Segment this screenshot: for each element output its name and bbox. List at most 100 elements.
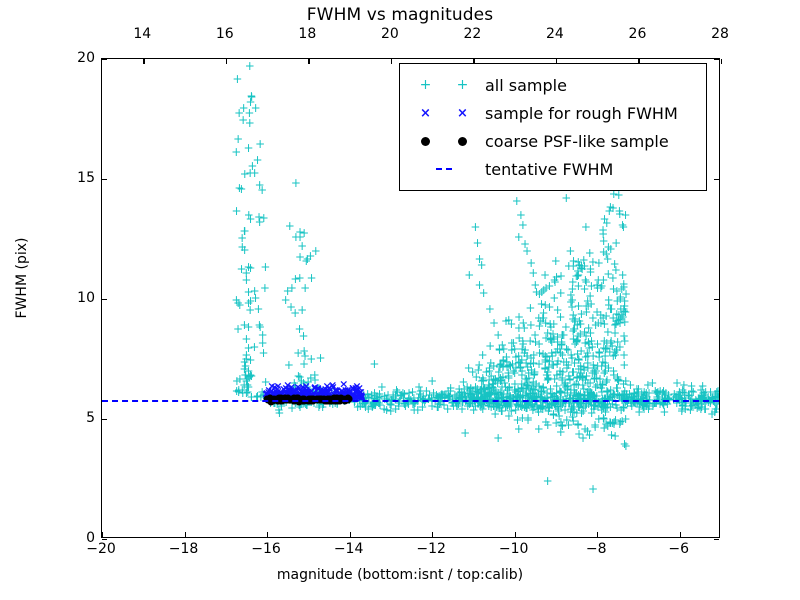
data-point-all: +: [600, 355, 611, 370]
data-point-all: +: [346, 388, 357, 403]
data-point-all: +: [393, 395, 404, 410]
data-point-all: +: [537, 401, 548, 416]
data-point-all: +: [583, 320, 594, 335]
data-point-all: +: [249, 283, 260, 298]
data-point-all: +: [587, 365, 598, 380]
data-point-rough: ×: [336, 387, 346, 401]
data-point-rough: ×: [308, 390, 317, 401]
data-point-all: +: [234, 298, 245, 313]
data-point-all: +: [534, 346, 545, 361]
data-point-all: +: [600, 358, 611, 373]
data-point-all: +: [285, 300, 297, 315]
data-point-all: +: [540, 415, 551, 430]
data-point-rough: ×: [322, 386, 332, 400]
x-tick-label-bottom: −8: [585, 541, 607, 557]
data-point-all: +: [540, 399, 551, 414]
data-point-rough: ×: [267, 384, 277, 398]
data-point-all: +: [655, 384, 666, 399]
data-point-all: +: [616, 308, 627, 323]
data-point-all: +: [466, 390, 477, 405]
data-point-all: +: [453, 392, 464, 407]
legend-entry[interactable]: × × sample for rough FWHM: [407, 99, 697, 127]
data-point-all: +: [239, 318, 250, 333]
data-point-all: +: [568, 364, 579, 379]
data-point-all: +: [537, 311, 548, 326]
data-point-all: +: [608, 311, 619, 326]
legend-entry[interactable]: coarse PSF-like sample: [407, 127, 697, 155]
data-point-all: +: [528, 382, 539, 397]
data-point-all: +: [470, 380, 481, 395]
data-point-all: +: [712, 397, 719, 412]
data-point-all: +: [572, 370, 583, 385]
data-point-all: +: [497, 389, 508, 404]
data-point-all: +: [489, 316, 500, 330]
data-point-all: +: [501, 390, 513, 405]
data-point-all: +: [548, 407, 559, 422]
x-tick-label-bottom: −18: [168, 541, 199, 557]
data-point-all: +: [243, 369, 254, 384]
data-point-all: +: [619, 298, 630, 313]
data-point-all: +: [595, 378, 606, 393]
data-point-all: +: [483, 398, 494, 413]
data-point-all: +: [586, 386, 597, 401]
data-point-rough: ×: [324, 381, 334, 395]
data-point-all: +: [379, 392, 390, 407]
data-point-all: +: [568, 331, 579, 346]
data-point-all: +: [504, 392, 515, 407]
data-point-all: +: [571, 370, 582, 385]
data-point-all: +: [584, 384, 595, 399]
data-point-all: +: [631, 381, 642, 396]
data-point-all: +: [454, 392, 465, 407]
data-point-all: +: [516, 367, 527, 382]
data-point-all: +: [550, 253, 561, 268]
data-point-all: +: [699, 388, 710, 403]
data-point-all: +: [693, 399, 704, 414]
data-point-all: +: [483, 377, 494, 392]
data-point-rough: ×: [319, 384, 330, 398]
data-point-all: +: [613, 373, 624, 388]
data-point-all: +: [605, 400, 616, 414]
data-point-all: +: [598, 227, 609, 242]
data-point-all: +: [242, 372, 253, 387]
data-point-rough: ×: [293, 389, 302, 400]
data-point-rough: ×: [323, 384, 333, 398]
data-point-all: +: [607, 339, 618, 354]
tentative-fwhm-line: [102, 399, 719, 402]
data-point-all: +: [457, 401, 468, 416]
data-point-all: +: [556, 399, 567, 414]
legend-entry[interactable]: + + all sample: [407, 71, 697, 99]
data-point-all: +: [621, 386, 632, 401]
data-point-all: +: [542, 370, 553, 385]
data-point-all: +: [618, 399, 629, 414]
data-point-all: +: [404, 390, 415, 405]
data-point-all: +: [589, 389, 600, 404]
data-point-rough: ×: [298, 380, 308, 394]
data-point-all: +: [369, 392, 380, 406]
data-point-all: +: [572, 346, 583, 361]
data-point-all: +: [679, 386, 690, 401]
chart-legend[interactable]: + + all sample × × sample for rough FWHM coars…: [399, 63, 707, 191]
data-point-all: +: [671, 395, 682, 410]
data-point-all: +: [484, 361, 495, 376]
data-point-all: +: [479, 389, 490, 404]
data-point-all: +: [618, 328, 630, 343]
data-point-all: +: [485, 339, 496, 354]
data-point-all: +: [610, 326, 621, 341]
data-point-all: +: [239, 224, 250, 239]
legend-entry[interactable]: tentative FWHM: [407, 155, 697, 183]
data-point-all: +: [705, 384, 716, 399]
data-point-all: +: [515, 388, 526, 403]
data-point-all: +: [234, 371, 245, 386]
data-point-all: +: [418, 388, 429, 403]
data-point-all: +: [313, 380, 324, 395]
data-point-all: +: [246, 389, 257, 404]
data-point-rough: ×: [307, 384, 317, 398]
data-point-all: +: [473, 391, 484, 406]
data-point-all: +: [647, 399, 658, 414]
data-point-all: +: [619, 358, 630, 373]
data-point-all: +: [588, 398, 599, 413]
data-point-all: +: [231, 203, 242, 218]
data-point-all: +: [598, 233, 609, 248]
data-point-all: +: [459, 390, 471, 405]
data-point-all: +: [308, 383, 319, 398]
